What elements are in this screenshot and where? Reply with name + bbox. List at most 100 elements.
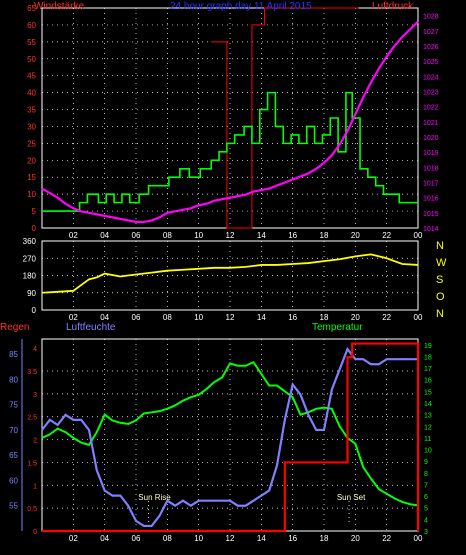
rain-tick-label: 0.5	[27, 506, 37, 513]
temperature-tick-label: 9	[424, 459, 428, 466]
pressure-tick-label: 1028	[423, 14, 439, 21]
hour-tick-label: 14	[257, 313, 266, 322]
direction-tick-label: 360	[23, 237, 37, 246]
hour-tick-label: 08	[163, 534, 172, 543]
temperature-series-line	[41, 361, 419, 507]
pressure-tick-label: 1021	[423, 120, 439, 127]
hour-tick-label: 10	[194, 231, 203, 240]
pressure-tick-label: 1019	[423, 150, 439, 157]
temperature-tick-label: 10	[424, 448, 432, 455]
rain-tick-label: 1	[33, 483, 37, 490]
rain-series-line	[42, 342, 420, 533]
rain-tick-label: 0	[33, 529, 37, 536]
humidity-tick-label: 55	[9, 502, 18, 511]
hour-tick-label: 02	[69, 231, 78, 240]
wind-tick-label: 20	[27, 156, 36, 165]
temperature-tick-label: 5	[424, 506, 428, 513]
hour-tick-label: 00	[414, 313, 423, 322]
sunset-label: Sun Set	[337, 493, 366, 502]
hour-tick-label: 12	[226, 231, 235, 240]
pressure-tick-label: 1016	[423, 196, 439, 203]
hour-tick-label: 04	[100, 231, 109, 240]
temperature-axis-title: Temperatur	[312, 322, 363, 333]
temperature-tick-label: 4	[424, 517, 428, 524]
hour-tick-label: 06	[132, 313, 141, 322]
wind-tick-label: 30	[27, 122, 36, 131]
humidity-tick-label: 65	[9, 451, 18, 460]
pressure-tick-label: 1018	[423, 165, 439, 172]
hour-tick-label: 20	[351, 231, 360, 240]
hour-tick-label: 08	[163, 231, 172, 240]
hour-tick-label: 20	[351, 534, 360, 543]
direction-tick-label: 180	[23, 272, 37, 281]
pressure-tick-label: 1014	[423, 226, 439, 233]
hour-tick-label: 16	[288, 231, 297, 240]
temperature-tick-label: 15	[424, 389, 432, 396]
temperature-tick-label: 17	[424, 366, 432, 373]
direction-series-line	[41, 253, 419, 294]
humidity-tick-label: 60	[9, 476, 18, 485]
hour-tick-label: 06	[132, 231, 141, 240]
temperature-tick-label: 19	[424, 343, 432, 350]
temperature-tick-label: 6	[424, 494, 428, 501]
rain-tick-label: 2.5	[27, 415, 37, 422]
temperature-tick-label: 18	[424, 354, 432, 361]
wind-tick-label: 65	[27, 4, 36, 13]
sunrise-label: Sun Rise	[138, 493, 171, 502]
rain-tick-label: 3	[33, 392, 37, 399]
hour-tick-label: 00	[414, 231, 423, 240]
hour-tick-label: 02	[69, 313, 78, 322]
humidity-series-line	[41, 346, 418, 528]
wind-tick-label: 60	[27, 21, 36, 30]
wind-tick-label: 15	[27, 173, 36, 182]
hour-tick-label: 14	[257, 231, 266, 240]
direction-tick-label: 0	[32, 306, 37, 315]
hour-tick-label: 22	[382, 231, 391, 240]
humidity-tick-label: 85	[9, 350, 18, 359]
hour-tick-label: 12	[226, 313, 235, 322]
hour-tick-label: 16	[288, 534, 297, 543]
compass-label: S	[436, 274, 443, 286]
pressure-tick-label: 1025	[423, 59, 439, 66]
temperature-tick-label: 11	[424, 436, 431, 443]
hour-tick-label: 10	[194, 313, 203, 322]
humidity-tick-label: 70	[9, 426, 18, 435]
humidity-tick-label: 75	[9, 401, 18, 410]
hour-tick-label: 06	[132, 534, 141, 543]
pressure-tick-label: 1020	[423, 135, 439, 142]
pressure-tick-label: 1022	[423, 105, 439, 112]
wind-tick-label: 10	[27, 190, 36, 199]
temperature-tick-label: 3	[424, 529, 428, 536]
wind-tick-label: 5	[32, 207, 37, 216]
hour-tick-label: 08	[163, 313, 172, 322]
direction-tick-label: 90	[27, 289, 36, 298]
temperature-tick-label: 7	[424, 482, 428, 489]
wind-tick-label: 25	[27, 139, 36, 148]
compass-label: W	[436, 257, 447, 269]
wind-tick-label: 55	[27, 38, 36, 47]
axis-labels: 6560555045403530252015105010281027102610…	[0, 1, 447, 543]
hour-tick-label: 18	[320, 534, 329, 543]
wind-tick-label: 0	[32, 224, 37, 233]
data-series	[41, 7, 420, 533]
hour-tick-label: 16	[288, 313, 297, 322]
rain-tick-label: 4	[33, 346, 37, 353]
hour-tick-label: 22	[382, 534, 391, 543]
pressure-axis-title: Luftdruck	[372, 1, 414, 12]
temperature-tick-label: 13	[424, 413, 432, 420]
direction-tick-label: 270	[23, 254, 37, 263]
hour-tick-label: 18	[320, 313, 329, 322]
hour-tick-label: 04	[100, 534, 109, 543]
wind-axis-title: Windstärke	[34, 1, 84, 12]
hour-tick-label: 04	[100, 313, 109, 322]
wind-tick-label: 35	[27, 106, 36, 115]
rain-tick-label: 3.5	[27, 369, 37, 376]
rain-tick-label: 2	[33, 438, 37, 445]
wind-tick-label: 40	[27, 89, 36, 98]
wind-tick-label: 50	[27, 55, 36, 64]
hour-tick-label: 12	[226, 534, 235, 543]
pressure-tick-label: 1024	[423, 74, 439, 81]
hour-tick-label: 18	[320, 231, 329, 240]
hour-tick-label: 00	[414, 534, 423, 543]
